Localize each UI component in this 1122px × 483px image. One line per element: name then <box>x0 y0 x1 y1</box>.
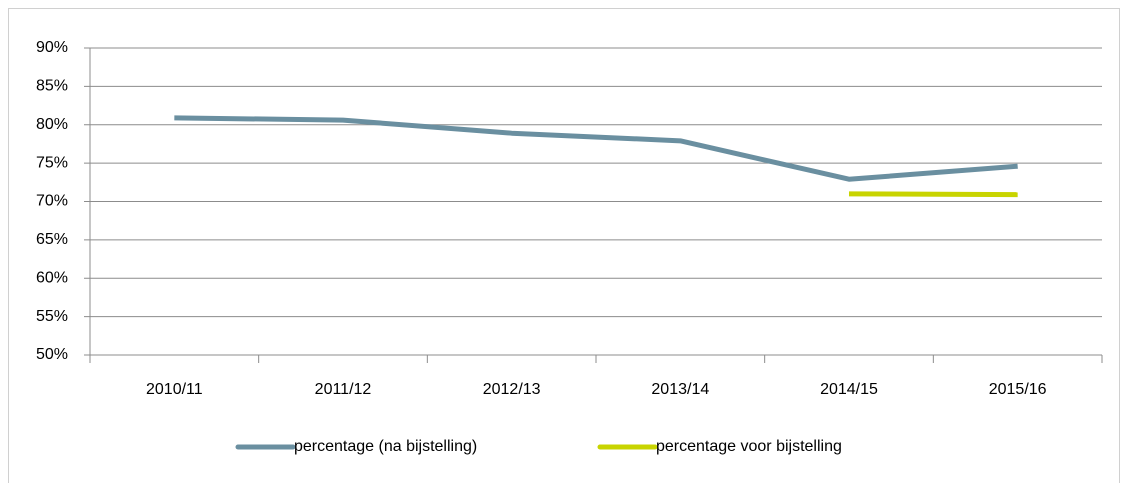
x-tick-label: 2010/11 <box>146 381 203 398</box>
legend-label: percentage voor bijstelling <box>656 438 842 455</box>
y-tick-label: 75% <box>36 154 68 171</box>
x-tick-label: 2013/14 <box>651 381 709 398</box>
series-line <box>174 115 1018 182</box>
x-tick-label: 2014/15 <box>820 381 878 398</box>
y-tick-label: 90% <box>36 39 68 56</box>
chart-frame <box>8 8 1120 483</box>
y-tick-label: 80% <box>36 116 68 133</box>
legend-label: percentage (na bijstelling) <box>294 438 477 455</box>
y-tick-label: 50% <box>36 346 68 363</box>
x-tick-label: 2012/13 <box>483 381 541 398</box>
x-tick-label: 2015/16 <box>989 381 1047 398</box>
x-tick-label: 2011/12 <box>315 381 372 398</box>
y-tick-label: 85% <box>36 78 68 95</box>
y-tick-label: 70% <box>36 193 68 210</box>
series-line <box>848 191 1018 198</box>
y-tick-label: 55% <box>36 308 68 325</box>
y-tick-label: 65% <box>36 231 68 248</box>
y-tick-label: 60% <box>36 269 68 286</box>
